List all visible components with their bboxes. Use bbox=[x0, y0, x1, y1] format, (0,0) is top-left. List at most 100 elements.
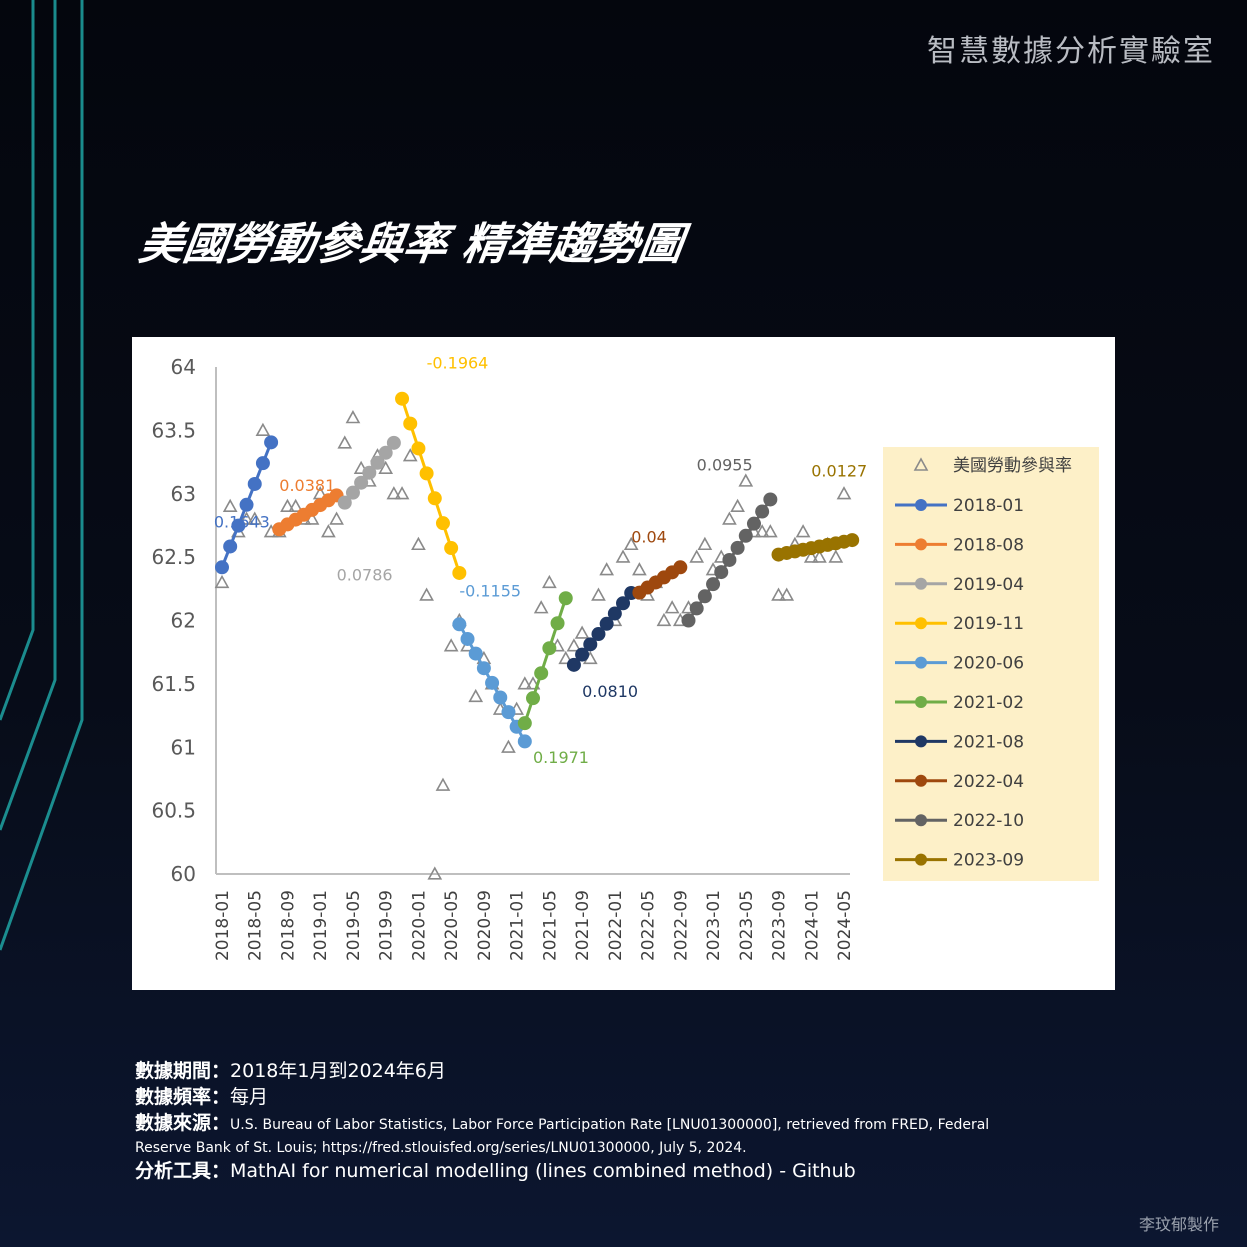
trend-point bbox=[689, 601, 704, 616]
legend-marker-2019-04 bbox=[915, 577, 927, 590]
legend-marker-2021-08 bbox=[915, 735, 927, 748]
trend-point bbox=[591, 627, 606, 642]
trend-point bbox=[476, 661, 491, 676]
trend-point bbox=[558, 591, 573, 606]
trend-point bbox=[345, 485, 360, 500]
trend-point bbox=[362, 465, 377, 480]
x-tick-label: 2021-01 bbox=[508, 890, 528, 961]
raw-data-point bbox=[722, 511, 737, 525]
slope-label-2018-08: 0.0381 bbox=[279, 476, 335, 495]
x-tick-label: 2024-01 bbox=[802, 890, 822, 961]
raw-data-point bbox=[214, 574, 230, 589]
trend-point bbox=[403, 416, 418, 431]
legend-marker-2021-02 bbox=[915, 696, 927, 708]
raw-data-point bbox=[386, 486, 402, 500]
y-tick-label: 62 bbox=[171, 609, 196, 633]
raw-data-point bbox=[656, 612, 672, 627]
raw-data-point bbox=[697, 536, 713, 551]
raw-data-point bbox=[517, 676, 533, 690]
info-frequency-value: 每月 bbox=[230, 1086, 269, 1108]
slope-label-2022-04: 0.04 bbox=[631, 528, 667, 547]
legend-label-2021-08: 2021-08 bbox=[953, 732, 1024, 752]
x-tick-label: 2019-01 bbox=[311, 890, 331, 961]
slope-label-2022-10: 0.0955 bbox=[697, 456, 753, 475]
trend-point bbox=[566, 657, 581, 672]
raw-data-point bbox=[803, 549, 819, 563]
x-tick-label: 2019-05 bbox=[344, 890, 364, 961]
trend-point bbox=[215, 560, 229, 575]
info-tool-value: MathAI for numerical modelling (lines co… bbox=[230, 1160, 856, 1182]
info-tool: 分析工具：MathAI for numerical modelling (lin… bbox=[135, 1158, 989, 1184]
trend-point bbox=[485, 675, 500, 690]
legend-marker-2022-10 bbox=[915, 814, 927, 827]
trend-point bbox=[247, 476, 262, 491]
trend-point bbox=[427, 491, 442, 506]
x-tick-label: 2022-05 bbox=[639, 890, 659, 961]
raw-data-point bbox=[288, 498, 304, 513]
raw-data-point bbox=[501, 739, 516, 753]
trend-point bbox=[599, 616, 614, 631]
info-period: 數據期間：2018年1月到2024年6月 bbox=[135, 1058, 989, 1084]
legend-raw-label: 美國勞動參與率 bbox=[953, 456, 1072, 476]
raw-data-point bbox=[402, 448, 418, 462]
info-source: 數據來源：U.S. Bureau of Labor Statistics, La… bbox=[135, 1110, 989, 1138]
raw-data-point bbox=[542, 574, 557, 589]
raw-data-point bbox=[591, 587, 606, 601]
raw-data-point bbox=[623, 536, 639, 551]
legend-label-2020-06: 2020-06 bbox=[953, 654, 1024, 674]
legend-label-2019-11: 2019-11 bbox=[953, 614, 1024, 634]
trend-point bbox=[468, 646, 483, 661]
trend-point bbox=[419, 466, 434, 481]
raw-data-point bbox=[239, 511, 254, 525]
raw-data-point bbox=[427, 866, 443, 880]
raw-data-point bbox=[762, 524, 778, 538]
raw-data-point bbox=[419, 587, 434, 601]
x-tick-label: 2020-01 bbox=[409, 890, 429, 961]
trend-point bbox=[542, 641, 557, 656]
trend-point bbox=[231, 518, 246, 533]
raw-data-point bbox=[689, 549, 705, 563]
raw-data-point bbox=[321, 524, 336, 538]
author-credit: 李玟郁製作 bbox=[1138, 1215, 1219, 1234]
raw-data-point bbox=[574, 625, 590, 639]
chart-panel: 60 60.5 61 61.5 62 62.5 63 63.5 64 2018-01 2018-05… bbox=[132, 337, 1115, 990]
trend-point bbox=[255, 456, 270, 471]
x-tick-label: 2018-05 bbox=[246, 890, 266, 961]
trend-point bbox=[722, 552, 737, 567]
trend-point bbox=[526, 691, 540, 706]
trend-point bbox=[534, 666, 549, 681]
trend-point bbox=[706, 577, 721, 592]
trend-point bbox=[395, 391, 410, 406]
trend-point bbox=[583, 637, 598, 652]
raw-data-point bbox=[353, 460, 369, 474]
legend-marker-2022-04 bbox=[915, 774, 927, 787]
x-tick-label: 2020-05 bbox=[442, 890, 462, 961]
trend-point bbox=[681, 613, 696, 628]
x-tick-label: 2020-09 bbox=[475, 890, 495, 961]
raw-data-point bbox=[222, 498, 238, 513]
trend-point bbox=[378, 445, 393, 460]
trend-point bbox=[673, 560, 688, 575]
x-tick-label: 2024-05 bbox=[835, 890, 855, 961]
info-source-label: 數據來源： bbox=[135, 1112, 231, 1134]
info-period-label: 數據期間： bbox=[135, 1060, 231, 1082]
trend-point bbox=[493, 690, 508, 705]
y-tick-label: 61.5 bbox=[151, 672, 196, 696]
page-title: 美國勞動參與率 精準趨勢圖 bbox=[135, 219, 687, 270]
legend-label-2022-10: 2022-10 bbox=[953, 811, 1024, 831]
raw-data-point bbox=[771, 587, 786, 601]
trend-point bbox=[550, 616, 565, 631]
trend-point bbox=[370, 455, 385, 470]
legend-marker-2018-08 bbox=[915, 538, 927, 551]
trend-point bbox=[452, 565, 467, 580]
slope-label-2019-04: 0.0786 bbox=[337, 566, 393, 585]
raw-data-point bbox=[533, 600, 549, 614]
x-tick-label: 2022-09 bbox=[671, 890, 691, 961]
trend-point bbox=[223, 539, 238, 554]
legend-marker-2018-01 bbox=[915, 499, 927, 511]
raw-data-point bbox=[337, 435, 353, 449]
trend-point bbox=[746, 516, 761, 531]
raw-data-point bbox=[828, 549, 844, 563]
trend-point bbox=[239, 497, 254, 512]
legend-marker-2023-09 bbox=[915, 853, 927, 866]
